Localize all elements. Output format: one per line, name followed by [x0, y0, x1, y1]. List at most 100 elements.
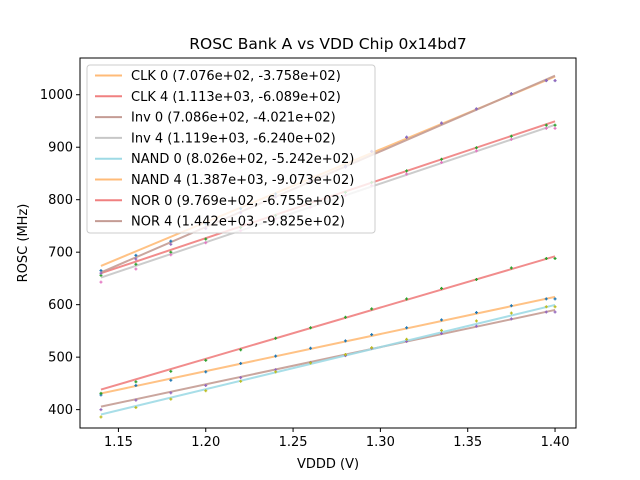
- data-point: [99, 415, 103, 419]
- legend-label: Inv 4 (1.119e+03, -6.240e+02): [131, 131, 336, 146]
- data-point: [544, 123, 548, 127]
- legend-box: [86, 64, 376, 234]
- data-point: [169, 239, 173, 243]
- data-point: [370, 346, 374, 350]
- fit-line-inv-0: [100, 308, 556, 408]
- data-point: [474, 149, 478, 153]
- data-point: [134, 398, 138, 402]
- legend-label: CLK 0 (7.076e+02, -3.758e+02): [131, 69, 341, 84]
- x-tick-label: 1.30: [366, 435, 395, 450]
- x-tick-label: 1.20: [191, 435, 220, 450]
- y-tick-label: 1000: [40, 88, 73, 103]
- y-tick-label: 600: [48, 298, 73, 313]
- data-point: [509, 266, 513, 270]
- legend-label: Inv 0 (7.086e+02, -4.021e+02): [131, 111, 336, 126]
- legend-label: NOR 4 (1.442e+03, -9.825e+02): [131, 215, 345, 230]
- data-point: [553, 126, 557, 130]
- data-point: [239, 376, 243, 380]
- data-point: [474, 319, 478, 323]
- data-point: [169, 378, 173, 382]
- data-point: [509, 134, 513, 138]
- data-point: [474, 146, 478, 150]
- x-axis: 1.15 1.20 1.25 1.30 1.35 1.40: [104, 428, 570, 450]
- data-point: [134, 383, 138, 387]
- legend-label: NOR 0 (9.769e+02, -6.755e+02): [131, 194, 345, 209]
- data-point: [343, 339, 347, 343]
- data-point: [440, 332, 444, 336]
- data-point: [474, 324, 478, 328]
- data-point: [440, 157, 444, 161]
- data-point: [405, 135, 409, 139]
- data-point: [134, 380, 138, 384]
- data-point: [239, 361, 243, 365]
- data-point: [405, 169, 409, 173]
- data-point: [309, 361, 313, 365]
- data-point: [509, 137, 513, 141]
- legend: CLK 0 (7.076e+02, -3.758e+02) CLK 4 (1.11…: [86, 64, 376, 234]
- data-point: [204, 383, 208, 387]
- data-point: [309, 346, 313, 350]
- data-point: [405, 326, 409, 330]
- data-point: [405, 297, 409, 301]
- data-point: [440, 328, 444, 332]
- data-point: [509, 304, 513, 308]
- x-tick-label: 1.15: [104, 435, 133, 450]
- data-point: [553, 79, 557, 83]
- data-point: [134, 257, 138, 261]
- y-tick-label: 400: [48, 403, 73, 418]
- data-point: [370, 307, 374, 311]
- data-point: [509, 317, 513, 321]
- x-tick-label: 1.40: [541, 435, 570, 450]
- y-tick-label: 900: [48, 141, 73, 156]
- data-point: [405, 337, 409, 341]
- x-tick-label: 1.35: [453, 435, 482, 450]
- data-point: [343, 315, 347, 319]
- data-point: [274, 370, 278, 374]
- legend-label: CLK 4 (1.113e+03, -6.089e+02): [131, 90, 341, 105]
- data-point: [204, 241, 208, 245]
- data-point: [169, 242, 173, 246]
- y-tick-label: 800: [48, 193, 73, 208]
- data-point: [474, 277, 478, 281]
- data-point: [440, 318, 444, 322]
- data-point: [239, 348, 243, 352]
- data-point: [544, 256, 548, 260]
- y-axis: 400 500 600 700 800 900 1000: [40, 88, 80, 418]
- data-point: [134, 406, 138, 410]
- data-point: [99, 408, 103, 412]
- data-point: [544, 297, 548, 301]
- x-axis-label: VDDD (V): [297, 457, 359, 472]
- y-tick-label: 500: [48, 351, 73, 366]
- data-point: [204, 370, 208, 374]
- legend-label: NAND 0 (8.026e+02, -5.242e+02): [131, 152, 354, 167]
- data-point: [204, 389, 208, 393]
- data-point: [204, 237, 208, 241]
- data-point: [134, 267, 138, 271]
- data-point: [474, 311, 478, 315]
- y-tick-label: 700: [48, 246, 73, 261]
- data-point: [544, 79, 548, 83]
- data-point: [440, 160, 444, 164]
- fit-line-clk-0: [100, 295, 556, 395]
- data-point: [544, 305, 548, 309]
- data-point: [553, 123, 557, 127]
- data-point: [169, 391, 173, 395]
- data-point: [440, 286, 444, 290]
- plot-frame: [79, 57, 577, 429]
- data-point: [134, 253, 138, 257]
- data-point: [274, 336, 278, 340]
- data-point: [405, 172, 409, 176]
- data-point: [99, 271, 103, 275]
- chart-title: ROSC Bank A vs VDD Chip 0x14bd7: [189, 35, 467, 53]
- data-point: [204, 358, 208, 362]
- data-point: [169, 397, 173, 401]
- fit-line-nor-0: [100, 255, 556, 391]
- data-point: [309, 326, 313, 330]
- data-point: [553, 256, 557, 260]
- data-point: [99, 269, 103, 273]
- data-point: [553, 297, 557, 301]
- data-point: [169, 253, 173, 257]
- data-point: [239, 379, 243, 383]
- data-point: [544, 310, 548, 314]
